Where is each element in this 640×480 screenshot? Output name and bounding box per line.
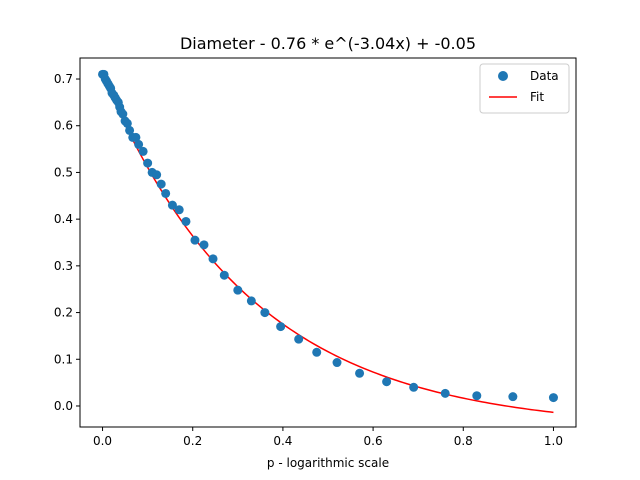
data-point [440, 388, 450, 398]
data-point [472, 391, 482, 401]
x-tick-label: 1.0 [544, 434, 563, 448]
data-point [219, 270, 229, 280]
data-point [152, 170, 162, 180]
data-point [167, 200, 177, 210]
x-tick-label: 0.8 [454, 434, 473, 448]
y-tick-label: 0.5 [54, 165, 73, 179]
y-tick-label: 0.6 [54, 119, 73, 133]
y-tick-label: 0.2 [54, 306, 73, 320]
data-point [355, 368, 365, 378]
data-point [260, 308, 270, 318]
data-point [138, 146, 148, 156]
data-point [143, 158, 153, 168]
data-point [382, 377, 392, 387]
data-point [156, 179, 166, 189]
fit-line [101, 74, 554, 414]
y-tick-label: 0.0 [54, 399, 73, 413]
data-point [276, 322, 286, 332]
fit-layer [101, 74, 554, 414]
legend-data-marker [498, 71, 508, 81]
data-point [208, 254, 218, 264]
data-point [246, 296, 256, 306]
data-point [125, 125, 135, 135]
x-tick-label: 0.2 [183, 434, 202, 448]
data-point [122, 118, 132, 128]
x-axis-ticks: 0.0 0.2 0.4 0.6 0.8 1.0 [93, 427, 563, 448]
data-point [161, 188, 171, 198]
data-point [199, 240, 209, 250]
data-point [190, 235, 200, 245]
data-point [548, 393, 558, 403]
legend: Data Fit [479, 63, 570, 114]
y-axis-ticks: 0.0 0.1 0.2 0.3 0.4 0.5 0.6 0.7 [54, 72, 80, 413]
x-axis-label: p - logarithmic scale [267, 456, 389, 470]
x-tick-label: 0.6 [364, 434, 383, 448]
x-tick-label: 0.4 [273, 434, 292, 448]
points-layer [98, 69, 558, 403]
y-tick-label: 0.3 [54, 259, 73, 273]
data-point [134, 139, 144, 149]
axes-frame [79, 57, 577, 428]
data-point [332, 358, 342, 368]
y-tick-label: 0.4 [54, 212, 73, 226]
data-point [294, 334, 304, 344]
y-tick-label: 0.1 [54, 352, 73, 366]
data-point [409, 382, 419, 392]
data-point [508, 392, 518, 402]
data-point [118, 109, 128, 119]
data-point [131, 132, 141, 142]
data-point [174, 205, 184, 215]
data-point [181, 216, 191, 226]
legend-data-label: Data [530, 69, 559, 83]
y-tick-label: 0.7 [54, 72, 73, 86]
x-tick-label: 0.0 [93, 434, 112, 448]
chart-title: Diameter - 0.76 * e^(-3.04x) + -0.05 [180, 34, 476, 53]
data-point [312, 347, 322, 357]
legend-fit-label: Fit [530, 90, 544, 104]
plot-area: 0.0 0.2 0.4 0.6 0.8 1.0 0.0 0.1 0.2 0.3 0.4 0.5 0.6… [54, 57, 577, 448]
data-point [233, 285, 243, 295]
